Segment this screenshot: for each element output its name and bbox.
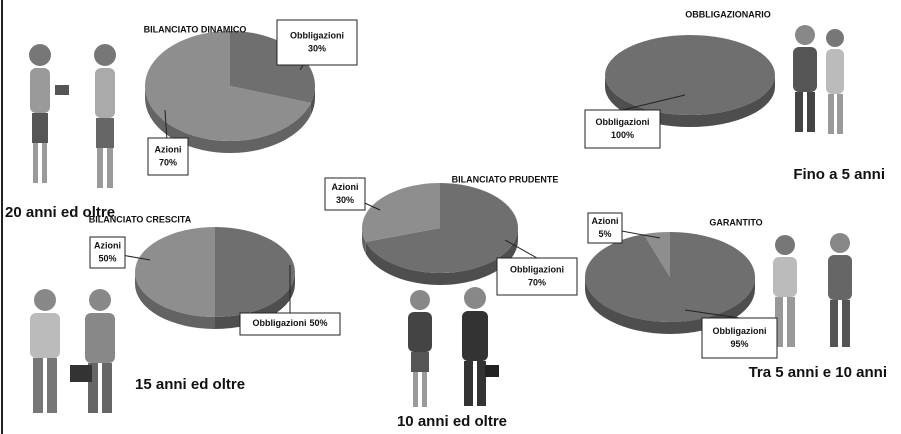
callout-pointer bbox=[504, 239, 538, 259]
value-label: 70% bbox=[159, 158, 177, 168]
callout-label: Obbligazioni 70% bbox=[510, 265, 564, 288]
category-label: Azioni bbox=[592, 216, 619, 226]
pie-title: BILANCIATO PRUDENTE bbox=[452, 174, 559, 184]
callout-label: Obbligazioni 100% bbox=[596, 117, 650, 140]
value-label: 70% bbox=[528, 278, 546, 288]
callout-pointer bbox=[622, 94, 686, 111]
callout-label: Obbligazioni 50% bbox=[252, 318, 327, 328]
pie-slice bbox=[362, 183, 440, 242]
pie bbox=[362, 183, 518, 285]
pie-title: BILANCIATO DINAMICO bbox=[144, 24, 247, 34]
callout-box bbox=[587, 212, 623, 244]
category-label: Obbligazioni bbox=[252, 318, 306, 328]
people-illustrations bbox=[29, 25, 852, 413]
callout-box bbox=[147, 137, 189, 176]
callout-label: Azioni 30% bbox=[332, 182, 359, 205]
pie-slice bbox=[365, 183, 518, 273]
value-label: 50% bbox=[309, 318, 327, 328]
pie-title: GARANTITO bbox=[709, 217, 762, 227]
category-label: Obbligazioni bbox=[290, 31, 344, 41]
pie-side bbox=[135, 272, 215, 329]
value-label: 5% bbox=[598, 229, 611, 239]
callout-label: Obbligazioni 95% bbox=[713, 326, 767, 349]
value-label: 30% bbox=[308, 44, 326, 54]
callout-label: Azioni 5% bbox=[592, 216, 619, 239]
category-label: Obbligazioni bbox=[596, 117, 650, 127]
horizon-label: Fino a 5 anni bbox=[793, 166, 885, 183]
pie-side bbox=[145, 86, 311, 153]
callout-box bbox=[239, 312, 341, 336]
horizon-label: 10 anni ed oltre bbox=[397, 413, 507, 430]
pie-slice bbox=[215, 227, 295, 317]
callout-label: Azioni 70% bbox=[155, 145, 182, 168]
category-label: Obbligazioni bbox=[510, 265, 564, 275]
category-label: Azioni bbox=[332, 182, 359, 192]
pie-side bbox=[365, 228, 518, 285]
pie-side bbox=[310, 86, 315, 115]
value-label: 100% bbox=[611, 130, 634, 140]
callout-box bbox=[701, 317, 778, 359]
callout-label: Obbligazioni 30% bbox=[290, 31, 344, 54]
value-label: 95% bbox=[730, 339, 748, 349]
pie-slice bbox=[605, 35, 775, 115]
horizon-label: 20 anni ed oltre bbox=[5, 204, 115, 221]
category-label: Azioni bbox=[155, 145, 182, 155]
callout-label: Azioni 50% bbox=[94, 241, 121, 264]
callout-box bbox=[276, 19, 358, 66]
pie-slice bbox=[145, 31, 311, 141]
pie-title: BILANCIATO CRESCITA bbox=[89, 214, 192, 224]
pie bbox=[145, 31, 315, 153]
callout-box bbox=[89, 236, 126, 269]
callout-box bbox=[496, 257, 578, 296]
callout-box bbox=[324, 177, 366, 211]
callout-pointer bbox=[684, 309, 740, 319]
category-label: Obbligazioni bbox=[713, 326, 767, 336]
horizon-label: Tra 5 anni e 10 anni bbox=[749, 364, 887, 381]
callout-box bbox=[584, 109, 661, 149]
horizon-label: 15 anni ed oltre bbox=[135, 376, 245, 393]
pie-slice bbox=[230, 31, 315, 103]
value-label: 30% bbox=[336, 195, 354, 205]
pie-slice bbox=[135, 227, 215, 317]
pie-slice bbox=[643, 232, 670, 277]
pie-title: OBBLIGAZIONARIO bbox=[685, 9, 771, 19]
value-label: 50% bbox=[98, 254, 116, 264]
category-label: Azioni bbox=[94, 241, 121, 251]
pie-side bbox=[362, 228, 366, 254]
